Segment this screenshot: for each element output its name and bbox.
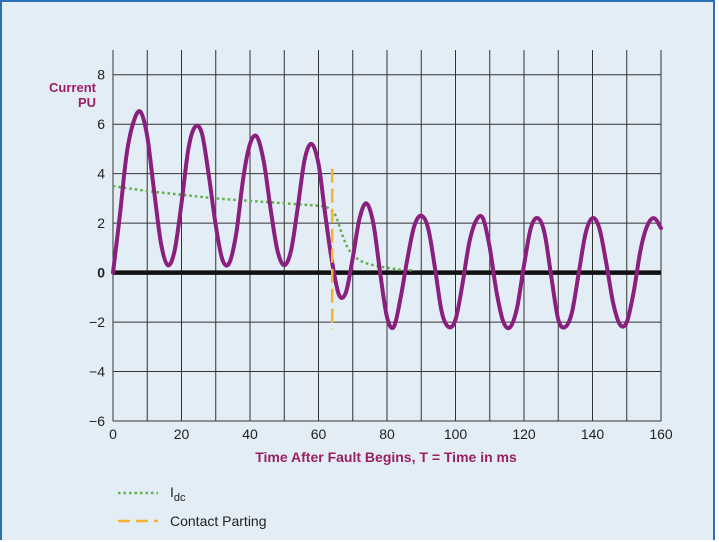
y-tick-label: 6 — [97, 116, 105, 132]
y-tick-label: −2 — [89, 314, 105, 330]
y-axis-ticks: −6 −4 −2 0 2 4 6 8 — [89, 67, 105, 429]
y-tick-label: −4 — [89, 364, 105, 380]
y-tick-label: 2 — [97, 215, 105, 231]
x-axis-ticks: 0 20 40 60 80 100 120 140 160 — [109, 426, 673, 442]
y-tick-label: 4 — [97, 166, 105, 182]
x-axis-label: Time After Fault Begins, T = Time in ms — [255, 449, 517, 465]
series-layer — [111, 109, 663, 331]
x-tick-label: 20 — [174, 426, 190, 442]
x-tick-label: 80 — [379, 426, 395, 442]
x-tick-label: 0 — [109, 426, 117, 442]
legend-idc-main: I — [170, 484, 174, 500]
legend-idc-label: Idc — [170, 484, 186, 504]
x-tick-label: 140 — [581, 426, 605, 442]
series-current-line — [111, 109, 663, 331]
x-tick-label: 160 — [649, 426, 673, 442]
y-axis-label-line2: PU — [78, 95, 96, 110]
y-axis-label-line1: Current — [49, 80, 97, 95]
x-tick-label: 120 — [512, 426, 536, 442]
legend-idc-subscript: dc — [174, 492, 186, 504]
y-tick-label: 8 — [97, 67, 105, 83]
x-tick-label: 40 — [242, 426, 258, 442]
y-tick-label: −6 — [89, 413, 105, 429]
legend: Idc Contact Parting — [118, 484, 267, 529]
x-tick-label: 60 — [311, 426, 327, 442]
y-tick-label: 0 — [97, 265, 105, 281]
grid — [112, 50, 662, 422]
legend-contact-label: Contact Parting — [170, 513, 267, 529]
x-tick-label: 100 — [444, 426, 468, 442]
